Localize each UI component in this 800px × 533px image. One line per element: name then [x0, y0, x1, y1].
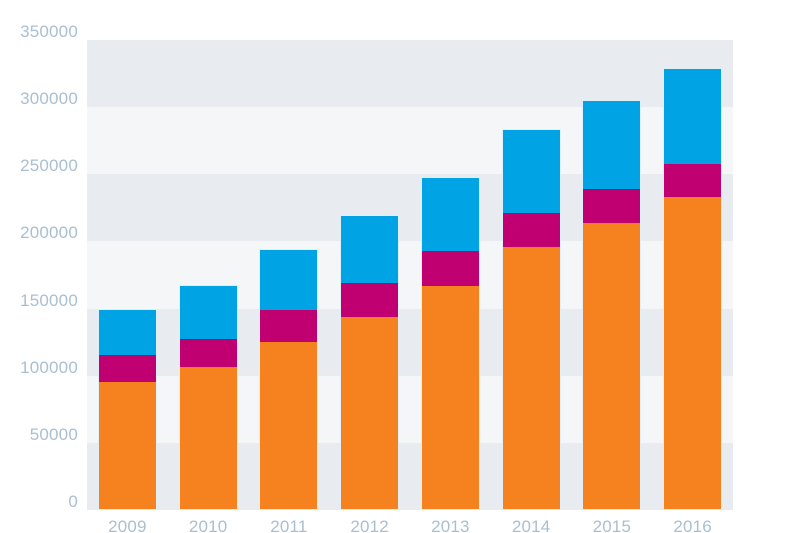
- bar-segment-orange-bottom-segment-2013[interactable]: [421, 286, 479, 509]
- bars-container: [87, 40, 733, 510]
- bar-2014[interactable]: [501, 128, 561, 510]
- bar-2011[interactable]: [259, 248, 319, 510]
- bar-segment-orange-bottom-segment-2014[interactable]: [502, 247, 560, 509]
- bar-segment-magenta-middle-segment-2009[interactable]: [98, 355, 156, 383]
- bar-segment-blue-top-segment-2015[interactable]: [583, 100, 641, 189]
- x-tick-label-2010: 2010: [188, 517, 228, 533]
- y-tick-label: 250000: [20, 156, 78, 176]
- y-tick-label: 0: [68, 492, 78, 511]
- bar-segment-orange-bottom-segment-2012[interactable]: [341, 317, 399, 509]
- bar-segment-orange-bottom-segment-2016[interactable]: [664, 196, 722, 509]
- bar-slot-2011: [249, 40, 330, 510]
- grid-band: [87, 40, 733, 108]
- bar-segment-blue-top-segment-2010[interactable]: [179, 285, 237, 339]
- x-tick-label-2013: 2013: [431, 517, 470, 533]
- bar-segment-orange-bottom-segment-2015[interactable]: [583, 223, 641, 509]
- x-tick-label-2012: 2012: [350, 517, 389, 533]
- bar-segment-blue-top-segment-2016[interactable]: [664, 68, 722, 164]
- bar-segment-blue-top-segment-2011[interactable]: [260, 249, 318, 310]
- x-tick-label-2009: 2009: [108, 517, 147, 533]
- bar-slot-2013: [410, 40, 491, 510]
- bar-2013[interactable]: [420, 177, 480, 510]
- bar-segment-blue-top-segment-2012[interactable]: [341, 215, 399, 283]
- y-tick-label: 300000: [20, 89, 78, 109]
- bar-2010[interactable]: [178, 284, 238, 510]
- bar-slot-2010: [168, 40, 249, 510]
- bar-slot-2016: [652, 40, 733, 510]
- bar-segment-orange-bottom-segment-2010[interactable]: [179, 366, 237, 509]
- y-tick-label: 100000: [20, 357, 78, 377]
- bar-slot-2012: [329, 40, 410, 510]
- bar-2016[interactable]: [663, 67, 723, 510]
- bar-segment-orange-bottom-segment-2009[interactable]: [98, 382, 156, 509]
- y-tick-label: 150000: [20, 290, 78, 310]
- bar-segment-blue-top-segment-2009[interactable]: [98, 310, 156, 356]
- bar-2015[interactable]: [582, 99, 642, 510]
- bar-segment-magenta-middle-segment-2015[interactable]: [583, 188, 641, 223]
- bar-segment-magenta-middle-segment-2011[interactable]: [260, 309, 318, 342]
- bar-segment-magenta-middle-segment-2014[interactable]: [502, 212, 560, 248]
- bar-2009[interactable]: [97, 309, 157, 510]
- y-axis: 350000 300000 250000 200000 150000 100000 5000…: [0, 0, 78, 533]
- bar-segment-magenta-middle-segment-2016[interactable]: [664, 163, 722, 197]
- bar-segment-magenta-middle-segment-2013[interactable]: [421, 251, 479, 287]
- y-tick-label: 350000: [20, 22, 78, 41]
- bar-2012[interactable]: [340, 214, 400, 510]
- bar-segment-blue-top-segment-2014[interactable]: [502, 129, 560, 213]
- y-tick-label: 50000: [29, 424, 78, 444]
- y-tick-label: 200000: [20, 223, 78, 243]
- bar-segment-orange-bottom-segment-2011[interactable]: [260, 341, 318, 509]
- x-axis: 2009 2010 2011 2012 2013 2014 2015 2016: [87, 517, 733, 533]
- bar-slot-2009: [87, 40, 168, 510]
- x-tick-label-2011: 2011: [270, 517, 308, 533]
- x-tick-label-2015: 2015: [592, 517, 632, 533]
- plot-area: [87, 40, 733, 510]
- x-tick-label-2014: 2014: [511, 517, 551, 533]
- bar-slot-2014: [491, 40, 572, 510]
- bar-segment-blue-top-segment-2013[interactable]: [421, 178, 479, 252]
- bar-segment-magenta-middle-segment-2012[interactable]: [341, 282, 399, 317]
- x-tick-label-2016: 2016: [673, 517, 712, 533]
- bar-slot-2015: [572, 40, 653, 510]
- bar-segment-magenta-middle-segment-2010[interactable]: [179, 338, 237, 367]
